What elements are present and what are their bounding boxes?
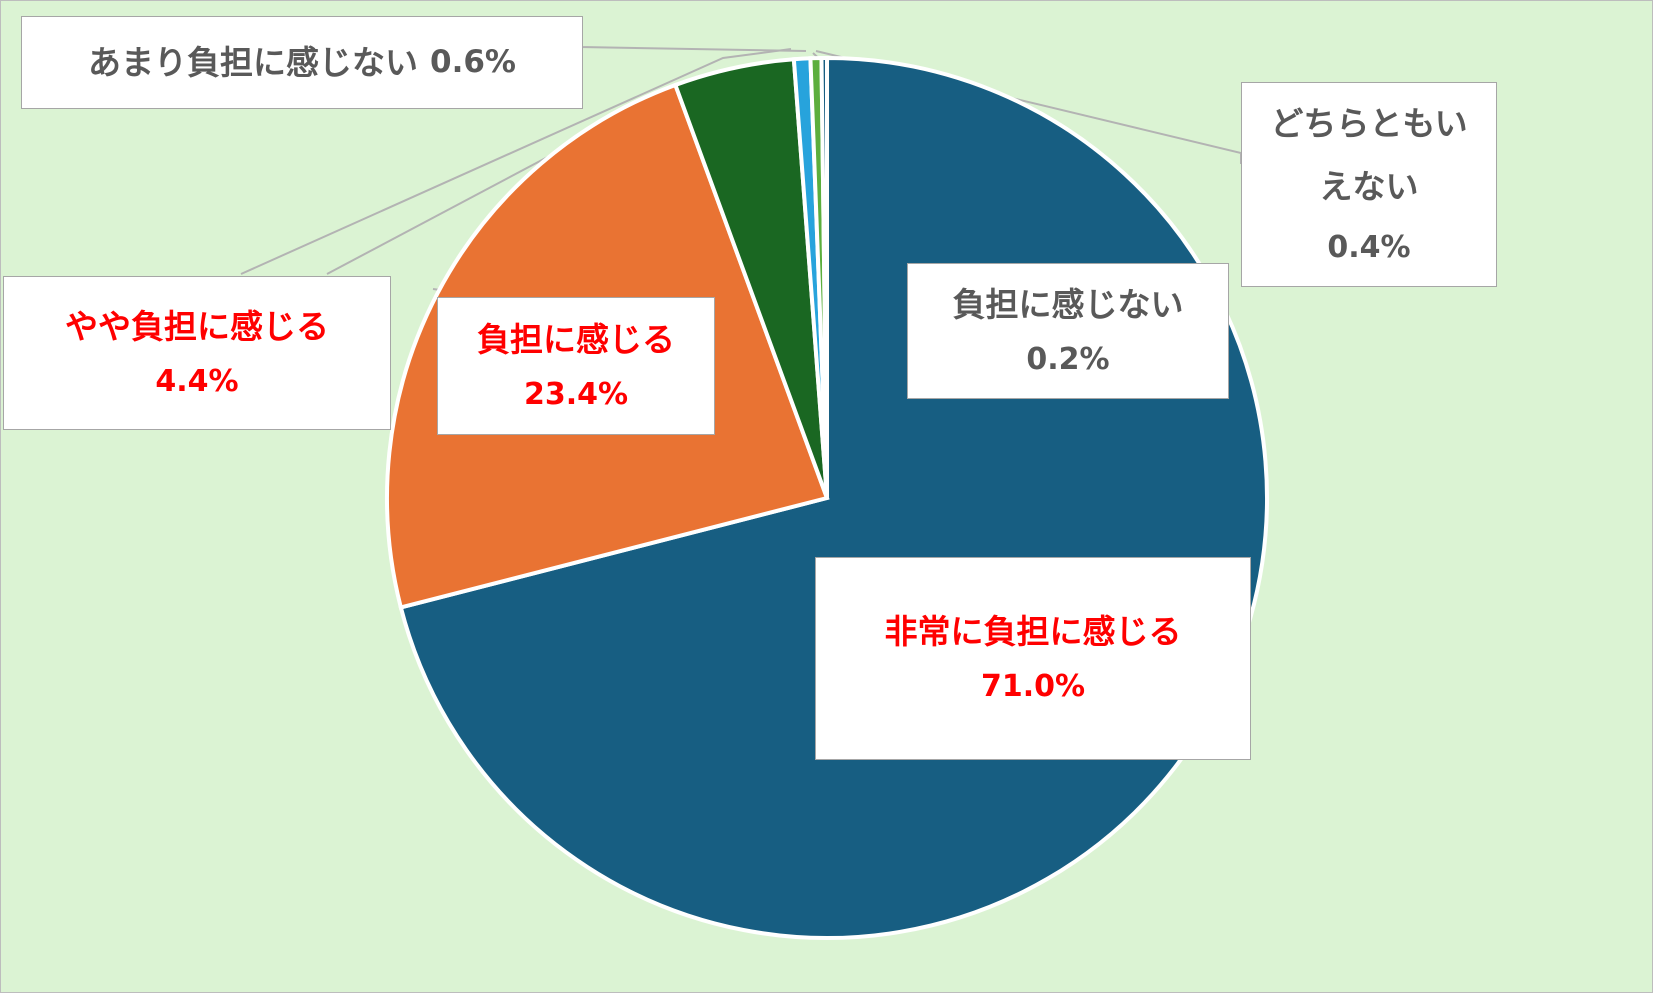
slice-label-name: あまり負担に感じない [88,42,418,82]
slice-label-name: どちらともいえない [1270,104,1468,206]
slice-label-name: 負担に感じない [952,284,1184,324]
label-dochira-tomo: どちらともいえない 0.4% [1241,82,1497,287]
slice-label-value: 0.4% [1327,229,1411,265]
slice-label-name: 非常に負担に感じる [884,612,1182,652]
pie-slice-5 [819,55,829,499]
label-hijou-ni-futan: 非常に負担に感じる 71.0% [815,557,1251,760]
label-yaya-futan: やや負担に感じる 4.4% [3,276,391,430]
slice-label-name: 負担に感じる [477,319,675,359]
slice-label-value: 0.6% [430,44,516,81]
label-amari-futan-nai: あまり負担に感じない 0.6% [21,16,583,109]
leader-line-yaya [240,48,792,275]
slice-label-value: 23.4% [523,376,629,412]
slice-label-value: 71.0% [980,669,1086,705]
label-futan-nai: 負担に感じない 0.2% [907,263,1229,399]
slice-label-name: やや負担に感じる [65,306,329,346]
leader-line-amari [580,17,807,52]
pie-slices [385,55,1269,940]
label-futan-ni-kanjiru: 負担に感じる 23.4% [437,297,715,435]
slice-label-value: 4.4% [155,363,239,399]
slice-label-value: 0.2% [1026,341,1110,377]
